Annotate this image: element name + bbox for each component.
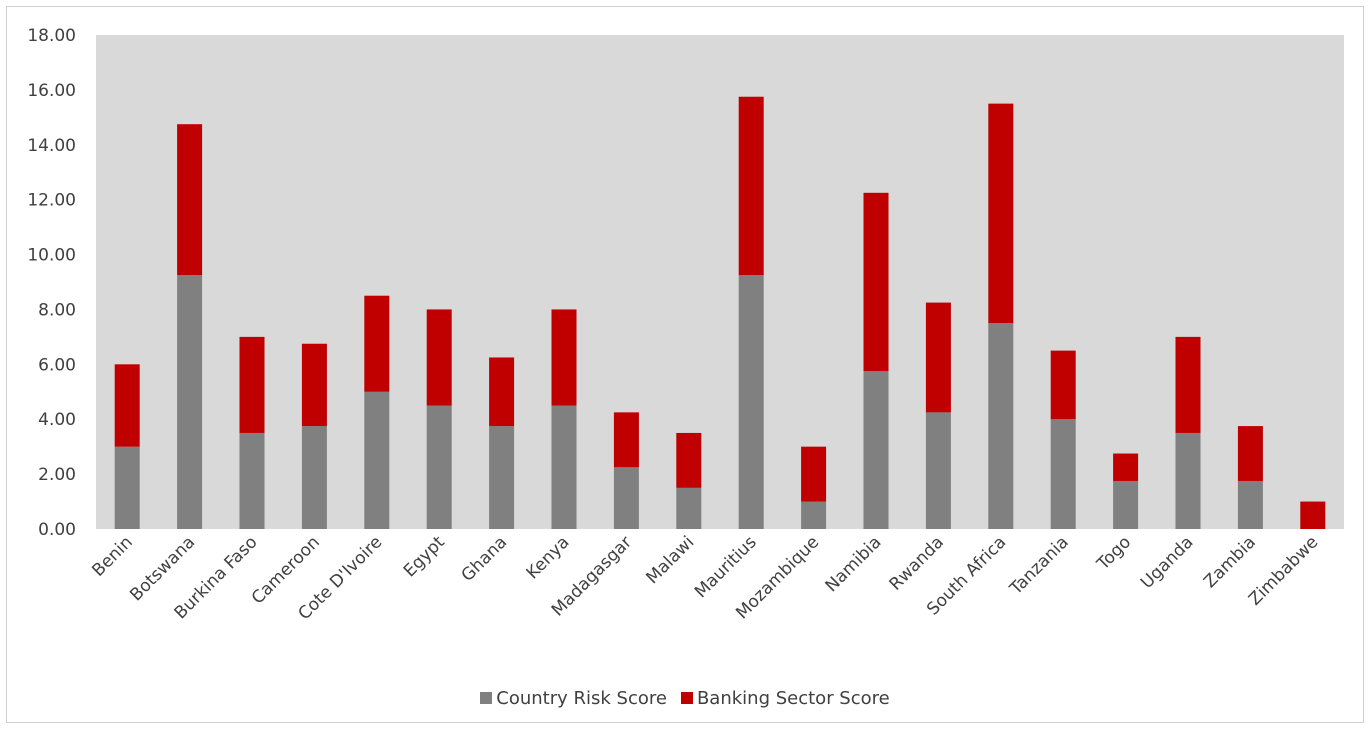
bar-segment-country-risk bbox=[613, 467, 639, 529]
bar-segment-country-risk bbox=[801, 501, 827, 529]
y-tick-label: 2.00 bbox=[38, 465, 76, 485]
y-tick-label: 16.00 bbox=[27, 81, 76, 101]
x-category-label: Namibia bbox=[822, 532, 886, 596]
bar-segment-banking-sector bbox=[239, 336, 265, 433]
bar-segment-banking-sector bbox=[114, 364, 140, 447]
bar-segment-country-risk bbox=[988, 323, 1014, 529]
bar-segment-banking-sector bbox=[426, 309, 452, 406]
bar-segment-country-risk bbox=[239, 432, 265, 529]
bar-segment-banking-sector bbox=[1300, 501, 1326, 529]
x-category-label: Rwanda bbox=[886, 532, 948, 594]
legend-swatch-country-risk bbox=[480, 692, 493, 704]
x-category-label: Benin bbox=[88, 532, 136, 580]
bar-segment-country-risk bbox=[489, 426, 515, 529]
bar-segment-banking-sector bbox=[988, 103, 1014, 324]
plot-area bbox=[96, 35, 1344, 529]
x-category-label: Zambia bbox=[1200, 532, 1260, 592]
bar-segment-banking-sector bbox=[1050, 350, 1076, 420]
x-category-label: Malawi bbox=[643, 532, 699, 588]
legend-label-banking-sector: Banking Sector Score bbox=[696, 687, 890, 709]
bar-segment-banking-sector bbox=[1175, 336, 1201, 433]
bar-segment-country-risk bbox=[551, 405, 577, 529]
bar-segment-banking-sector bbox=[1237, 426, 1263, 481]
bar-segment-country-risk bbox=[1237, 480, 1263, 529]
x-category-label: Uganda bbox=[1137, 532, 1198, 593]
bar-segment-country-risk bbox=[1175, 432, 1201, 529]
bar-segment-country-risk bbox=[114, 446, 140, 529]
x-category-label: Egypt bbox=[400, 532, 449, 581]
y-tick-label: 0.00 bbox=[38, 520, 76, 540]
y-tick-label: 10.00 bbox=[27, 246, 76, 266]
bar-segment-banking-sector bbox=[177, 124, 203, 276]
legend-item-banking-sector: Banking Sector Score bbox=[680, 687, 890, 709]
legend-item-country-risk: Country Risk Score bbox=[480, 688, 667, 709]
bar-segment-country-risk bbox=[301, 426, 327, 529]
x-category-label: Togo bbox=[1093, 532, 1135, 574]
legend: Country Risk Score Banking Sector Score bbox=[0, 686, 1370, 710]
bar-segment-banking-sector bbox=[489, 357, 515, 427]
bar-segment-country-risk bbox=[426, 405, 452, 529]
x-category-label: Tanzania bbox=[1006, 532, 1073, 599]
bar-segment-country-risk bbox=[364, 391, 390, 529]
legend-label-country-risk: Country Risk Score bbox=[496, 687, 667, 709]
bar-segment-country-risk bbox=[1050, 419, 1076, 529]
bar-segment-banking-sector bbox=[925, 302, 951, 413]
x-category-label: Ghana bbox=[458, 532, 511, 585]
bar-segment-banking-sector bbox=[551, 309, 577, 406]
bar-segment-banking-sector bbox=[613, 412, 639, 468]
bar-segment-banking-sector bbox=[676, 432, 702, 488]
y-tick-label: 8.00 bbox=[38, 300, 76, 320]
y-tick-label: 12.00 bbox=[27, 191, 76, 211]
bar-segment-country-risk bbox=[1113, 480, 1139, 529]
bar-segment-banking-sector bbox=[364, 295, 390, 392]
bar-segment-banking-sector bbox=[863, 192, 889, 372]
bar-segment-country-risk bbox=[676, 487, 702, 529]
bar-segment-banking-sector bbox=[1113, 453, 1139, 481]
bar-segment-country-risk bbox=[925, 412, 951, 529]
y-axis: 0.00 2.00 4.00 6.00 8.00 10.00 12.00 14.00 16.00… bbox=[27, 26, 76, 540]
bar-segment-country-risk bbox=[177, 275, 203, 529]
y-tick-label: 6.00 bbox=[38, 355, 76, 375]
bar-segment-country-risk bbox=[863, 371, 889, 529]
x-category-label: Kenya bbox=[523, 532, 574, 583]
bars bbox=[114, 96, 1326, 529]
bar-segment-banking-sector bbox=[801, 446, 827, 502]
y-tick-label: 14.00 bbox=[27, 136, 76, 156]
bar-segment-banking-sector bbox=[738, 96, 764, 276]
legend-swatch-banking-sector bbox=[680, 692, 693, 704]
bar-segment-country-risk bbox=[738, 275, 764, 529]
y-tick-label: 18.00 bbox=[27, 26, 76, 46]
bar-segment-banking-sector bbox=[301, 343, 327, 427]
y-tick-label: 4.00 bbox=[38, 410, 76, 430]
